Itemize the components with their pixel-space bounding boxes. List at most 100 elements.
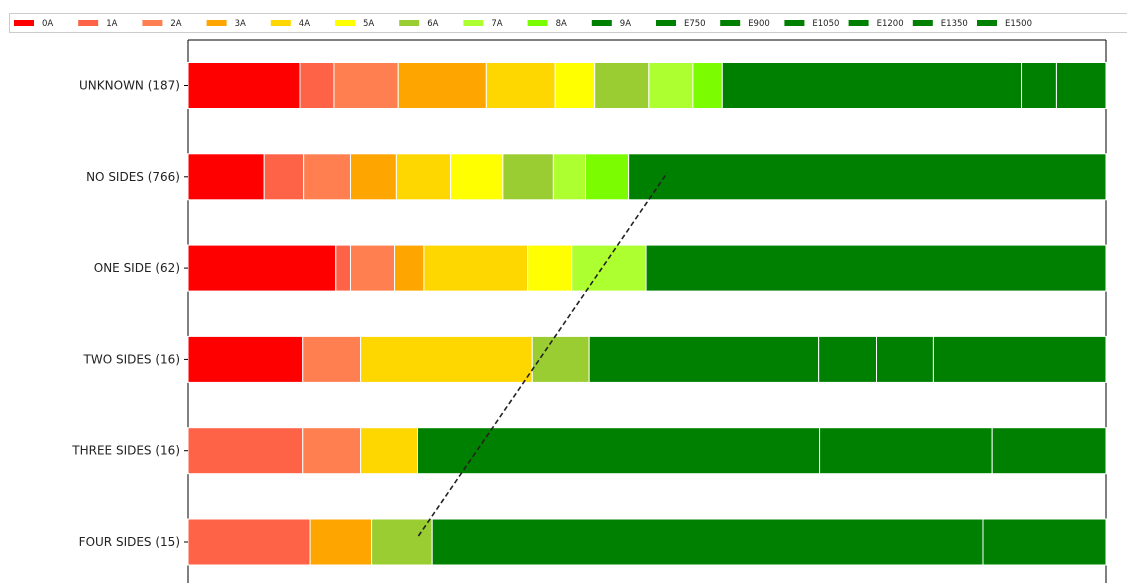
bar-four-sides-15-6a: [371, 518, 433, 566]
legend-swatch: [78, 20, 99, 26]
legend-swatch: [591, 20, 612, 26]
legend-swatch: [14, 20, 34, 26]
bar-two-sides-16-9a: [588, 335, 820, 383]
legend-swatch: [527, 20, 548, 26]
legend-item-1a: 1A: [78, 19, 118, 29]
bar-one-side-62-3a: [394, 244, 425, 292]
bar-unknown-187-2a: [333, 62, 399, 109]
bar-two-sides-16-e750: [818, 335, 878, 383]
legend-label: 8A: [556, 19, 567, 29]
legend-label: 0A: [42, 19, 53, 29]
bar-two-sides-16-2a: [302, 335, 362, 383]
bars: [187, 62, 1107, 566]
legend-swatch: [270, 20, 291, 26]
bar-two-sides-16-6a: [531, 335, 590, 383]
y-tick-label-three-sides-16: THREE SIDES (16): [71, 444, 180, 458]
legend-swatch: [977, 20, 997, 26]
bar-one-side-62-5a: [527, 244, 573, 292]
bar-three-sides-16-1a: [187, 427, 304, 475]
bar-no-sides-766-4a: [395, 153, 452, 201]
legend-swatch: [463, 20, 484, 26]
legend-swatch: [656, 20, 676, 26]
bar-unknown-187-e750: [1021, 62, 1057, 109]
legend-item-e1200: E1200: [848, 19, 904, 29]
legend-frame: [9, 13, 1127, 33]
bar-three-sides-16-9a: [417, 427, 821, 475]
legend-label: E1500: [1005, 19, 1032, 29]
bar-one-side-62-2a: [349, 244, 396, 292]
y-tick-label-unknown-187: UNKNOWN (187): [79, 79, 180, 93]
legend-item-7a: 7A: [463, 19, 503, 29]
legend-label: 6A: [427, 19, 438, 29]
bar-unknown-187-4a: [485, 62, 556, 109]
legend-item-8a: 8A: [527, 19, 567, 29]
bar-unknown-187-0a: [187, 62, 301, 109]
legend-item-e1350: E1350: [912, 19, 968, 29]
dashed-trend-line: [417, 172, 668, 537]
legend-item-0a: 0A: [14, 19, 53, 29]
legend-swatch: [912, 20, 933, 26]
bar-unknown-187-8a: [692, 62, 723, 109]
legend-label: 2A: [170, 19, 181, 29]
bar-one-side-62-1a: [335, 244, 351, 292]
bar-two-sides-16-e900: [876, 335, 934, 383]
bar-four-sides-15-3a: [309, 518, 373, 566]
bar-unknown-187-5a: [554, 62, 596, 109]
legend: 0A 1A 2A 3A 4A 5A 6A 7A 8A 9A E750 E900 E1050 E1200 E1…: [9, 13, 1127, 33]
bar-one-side-62-4a: [423, 244, 529, 292]
legend-item-3a: 3A: [206, 19, 246, 29]
legend-item-5a: 5A: [335, 19, 374, 29]
legend-label: 1A: [106, 19, 117, 29]
legend-label: E1050: [812, 19, 839, 29]
legend-swatch: [784, 20, 805, 26]
legend-swatch: [206, 20, 227, 26]
bar-no-sides-766-2a: [303, 153, 351, 201]
legend-label: E900: [748, 19, 770, 29]
legend-item-e1500: E1500: [977, 19, 1032, 29]
legend-label: E1350: [941, 19, 968, 29]
legend-label: E1200: [877, 19, 904, 29]
y-tick-label-no-sides-766: NO SIDES (766): [86, 170, 180, 184]
legend-label: 7A: [491, 19, 502, 29]
bar-one-side-62-9a: [645, 244, 1107, 292]
bar-one-side-62-0a: [187, 244, 337, 292]
legend-item-e900: E900: [720, 19, 770, 29]
legend-item-9a: 9A: [591, 19, 631, 29]
legend-swatch: [399, 20, 420, 26]
bar-no-sides-766-9a: [628, 153, 1107, 201]
bar-unknown-187-3a: [397, 62, 487, 109]
legend-item-e1050: E1050: [784, 19, 839, 29]
y-tick-label-two-sides-16: TWO SIDES (16): [83, 352, 181, 366]
bar-two-sides-16-4a: [360, 335, 533, 383]
bar-two-sides-16-0a: [187, 335, 304, 383]
legend-swatch: [848, 20, 869, 26]
legend-label: E750: [684, 19, 706, 29]
legend-item-6a: 6A: [399, 19, 439, 29]
legend-item-2a: 2A: [142, 19, 182, 29]
bar-one-side-62-7a: [571, 244, 647, 292]
bar-no-sides-766-6a: [502, 153, 554, 201]
bar-unknown-187-9a: [721, 62, 1023, 109]
bar-two-sides-16-e1050: [932, 335, 1107, 383]
legend-swatch: [720, 20, 741, 26]
bar-no-sides-766-1a: [263, 153, 305, 201]
bar-no-sides-766-8a: [584, 153, 630, 201]
bar-no-sides-766-0a: [187, 153, 265, 201]
legend-label: 9A: [620, 19, 631, 29]
bar-four-sides-15-e750: [982, 518, 1107, 566]
bar-unknown-187-1a: [299, 62, 335, 109]
bar-unknown-187-6a: [594, 62, 650, 109]
bar-no-sides-766-3a: [349, 153, 397, 201]
legend-label: 4A: [299, 19, 310, 29]
legend-item-4a: 4A: [270, 19, 310, 29]
y-tick-label-four-sides-15: FOUR SIDES (15): [79, 535, 180, 549]
bar-three-sides-16-4a: [360, 427, 419, 475]
bar-three-sides-16-e900: [991, 427, 1107, 475]
bar-no-sides-766-5a: [450, 153, 504, 201]
legend-item-e750: E750: [656, 19, 706, 29]
bar-unknown-187-7a: [648, 62, 694, 109]
bar-four-sides-15-9a: [431, 518, 984, 566]
bar-three-sides-16-2a: [302, 427, 362, 475]
bar-unknown-187-e900: [1055, 62, 1107, 109]
